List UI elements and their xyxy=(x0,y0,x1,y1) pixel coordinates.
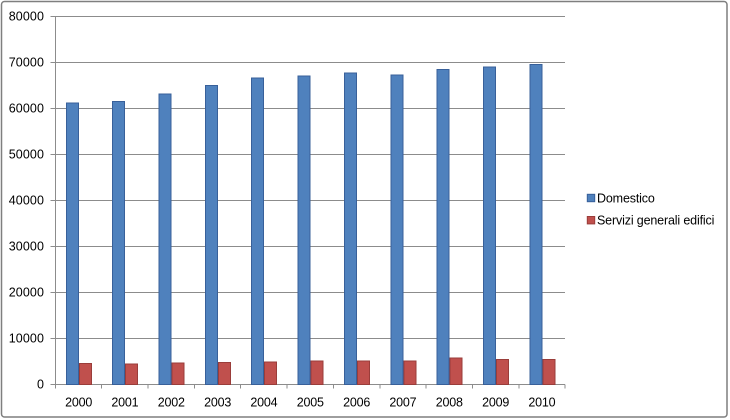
svg-text:Servizi generali edifici: Servizi generali edifici xyxy=(597,214,714,228)
svg-text:2004: 2004 xyxy=(250,395,277,409)
svg-text:40000: 40000 xyxy=(9,194,44,208)
svg-text:20000: 20000 xyxy=(9,286,44,300)
svg-text:60000: 60000 xyxy=(9,102,44,116)
svg-text:2007: 2007 xyxy=(389,395,416,409)
svg-text:2005: 2005 xyxy=(297,395,324,409)
svg-text:70000: 70000 xyxy=(9,56,44,70)
svg-text:30000: 30000 xyxy=(9,240,44,254)
svg-text:2010: 2010 xyxy=(528,395,555,409)
svg-text:2001: 2001 xyxy=(111,395,138,409)
svg-text:2003: 2003 xyxy=(204,395,231,409)
svg-text:10000: 10000 xyxy=(9,332,44,346)
svg-text:2009: 2009 xyxy=(482,395,509,409)
svg-text:2002: 2002 xyxy=(158,395,185,409)
svg-text:2008: 2008 xyxy=(436,395,463,409)
svg-text:0: 0 xyxy=(37,378,44,392)
svg-text:80000: 80000 xyxy=(9,10,44,24)
svg-text:Domestico: Domestico xyxy=(597,192,655,206)
svg-text:2000: 2000 xyxy=(65,395,92,409)
svg-text:50000: 50000 xyxy=(9,148,44,162)
svg-text:2006: 2006 xyxy=(343,395,370,409)
